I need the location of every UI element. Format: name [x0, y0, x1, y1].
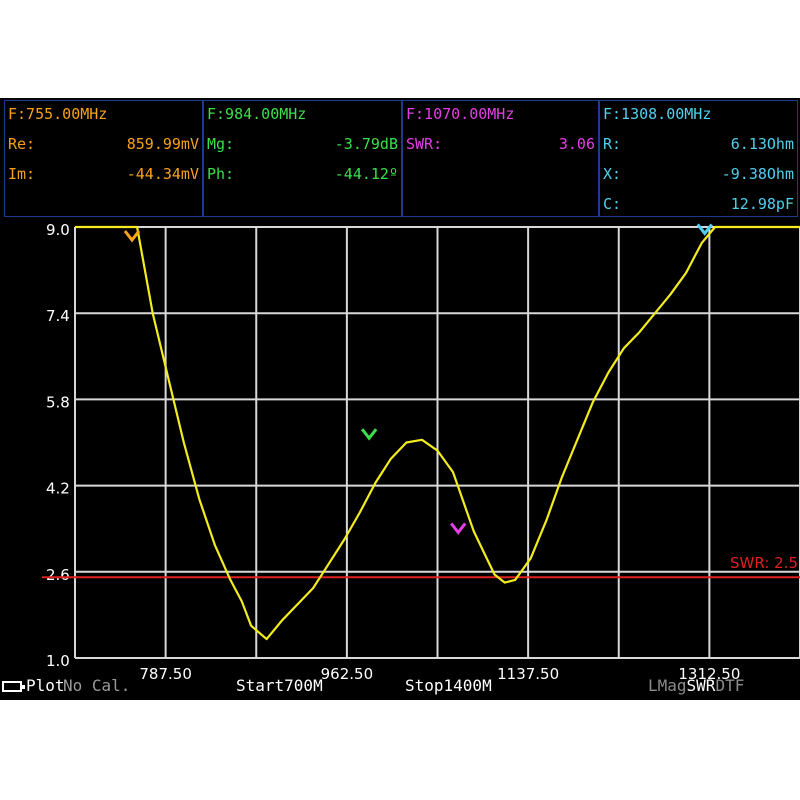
marker-frequency: F:1308.00MHz	[603, 105, 712, 123]
calibration-status: No Cal.	[63, 676, 131, 695]
measurement-value: 859.99mV	[126, 135, 199, 153]
marker-4-chevron-icon	[696, 223, 713, 236]
y-tick-label: 5.8	[46, 393, 70, 411]
y-tick-label: 7.4	[46, 307, 70, 325]
x-tick-label: 1312.50	[678, 665, 740, 683]
measurement-value: -9.38Ohm	[721, 165, 794, 183]
marker-measurement-row: R: 6.13Ohm	[603, 129, 794, 159]
x-tick-label: 787.50	[139, 665, 192, 683]
mode-lmag[interactable]: LMag	[648, 676, 687, 695]
marker-measurement-row: Mg: -3.79dB	[207, 129, 398, 159]
marker-measurement-row: Im: -44.34mV	[8, 159, 199, 189]
measurement-label: Mg:	[207, 135, 235, 153]
bottom-status-bar: Plot No Cal. Start700M Stop1400M LMagSWR…	[0, 672, 800, 700]
start-frequency[interactable]: Start700M	[236, 676, 323, 695]
measurement-label: SWR:	[406, 135, 443, 153]
marker-3-readout: F:1070.00MHz SWR: 3.06	[402, 100, 599, 217]
marker-3-chevron-icon	[450, 522, 467, 535]
y-tick-label: 9.0	[46, 221, 70, 239]
measurement-value: 3.06	[558, 135, 595, 153]
measurement-label: R:	[603, 135, 622, 153]
y-tick-label: 1.0	[46, 652, 70, 670]
marker-4-readout: F:1308.00MHz R: 6.13Ohm X: -9.38Ohm C: 12.98pF	[599, 100, 798, 217]
marker-measurement-row: X: -9.38Ohm	[603, 159, 794, 189]
swr-threshold-label: SWR: 2.5	[730, 554, 798, 572]
marker-readout-panel: F:755.00MHz Re: 859.99mV Im: -44.34mV F:984.0…	[4, 100, 798, 219]
marker-measurement-row: SWR: 3.06	[406, 129, 595, 159]
measurement-label: Im:	[8, 165, 36, 183]
stop-frequency[interactable]: Stop1400M	[405, 676, 492, 695]
measurement-value: 6.13Ohm	[730, 135, 794, 153]
measurement-label: Ph:	[207, 165, 235, 183]
vna-screen: 9.0 7.4 5.8 4.2 2.6 1.0 787.50 962.50 1137.50 131…	[0, 98, 800, 700]
measurement-value: -44.34mV	[126, 165, 199, 183]
marker-measurement-row: Re: 859.99mV	[8, 129, 199, 159]
swr-plot: 9.0 7.4 5.8 4.2 2.6 1.0 787.50 962.50 1137.50 131…	[42, 221, 800, 683]
marker-2-chevron-icon	[360, 428, 378, 441]
measurement-label: Re:	[8, 135, 36, 153]
marker-frequency: F:984.00MHz	[207, 105, 307, 123]
measurement-value: -3.79dB	[334, 135, 398, 153]
marker-measurement-row: C: 12.98pF	[603, 189, 794, 219]
measurement-value: -44.12º	[334, 165, 398, 183]
marker-1-chevron-icon	[123, 230, 141, 243]
marker-frequency: F:1070.00MHz	[406, 105, 515, 123]
measurement-value: 12.98pF	[730, 195, 794, 213]
display-mode-selector: LMagSWRDTF	[648, 676, 744, 695]
swr-trace-line	[75, 225, 800, 641]
measurement-label: X:	[603, 165, 622, 183]
x-tick-label: 1137.50	[497, 665, 559, 683]
battery-icon	[2, 681, 25, 692]
marker-2-readout: F:984.00MHz Mg: -3.79dB Ph: -44.12º	[203, 100, 402, 217]
plot-button[interactable]: Plot	[26, 676, 65, 695]
y-tick-label: 4.2	[46, 480, 70, 498]
measurement-label: C:	[603, 195, 622, 213]
marker-frequency: F:755.00MHz	[8, 105, 108, 123]
mode-swr[interactable]: SWR	[686, 676, 716, 695]
marker-measurement-row: Ph: -44.12º	[207, 159, 398, 189]
y-tick-label: 2.6	[46, 566, 70, 584]
marker-1-readout: F:755.00MHz Re: 859.99mV Im: -44.34mV	[4, 100, 203, 217]
x-tick-label: 962.50	[321, 665, 374, 683]
mode-dtf[interactable]: DTF	[715, 676, 745, 695]
